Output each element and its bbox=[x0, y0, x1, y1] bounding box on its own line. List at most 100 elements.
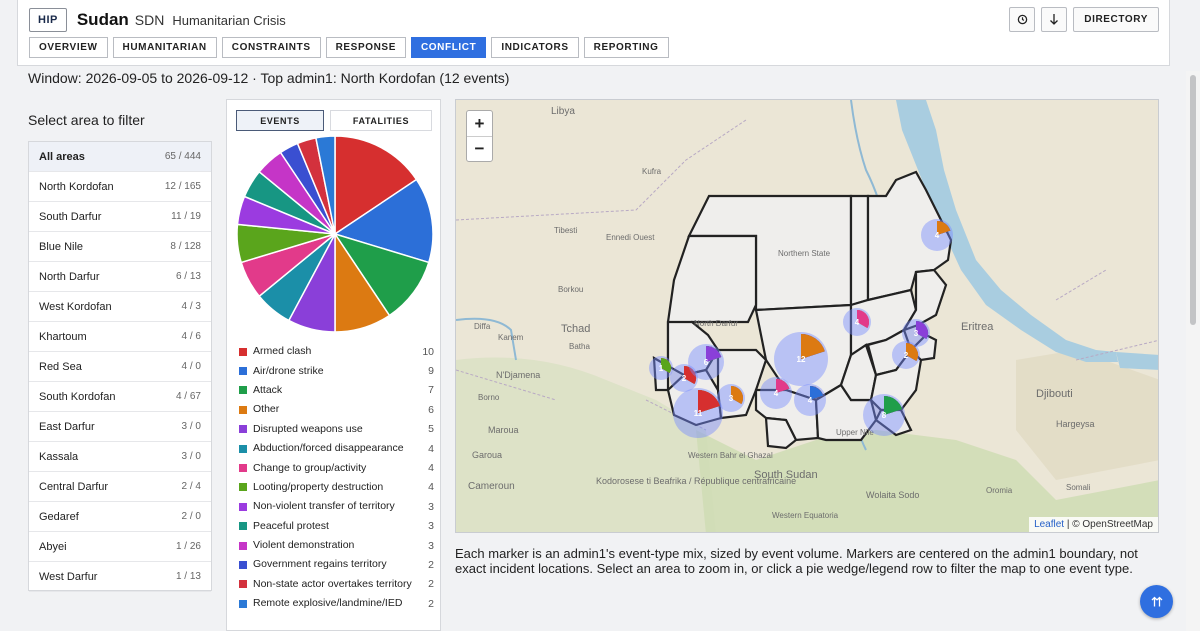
area-name: Kassala bbox=[39, 450, 79, 463]
app-badge[interactable]: HIP bbox=[29, 8, 67, 32]
tab-conflict[interactable]: CONFLICT bbox=[410, 37, 487, 58]
zoom-control: + − bbox=[466, 110, 493, 162]
map-label: Eritrea bbox=[961, 321, 994, 333]
scroll-to-top-button[interactable] bbox=[1140, 585, 1173, 618]
sudan-admin1-boundaries[interactable] bbox=[652, 170, 953, 450]
admin1-marker[interactable]: 6 bbox=[688, 344, 724, 380]
marker-count: 3 bbox=[914, 329, 919, 338]
map[interactable]: Libya Tchad N'Djamena Eritrea Djibouti S… bbox=[455, 99, 1159, 533]
area-item[interactable]: North Kordofan 12 / 165 bbox=[29, 172, 211, 202]
admin1-marker[interactable]: 8 bbox=[863, 394, 905, 436]
area-item[interactable]: Gedaref 2 / 0 bbox=[29, 502, 211, 532]
legend-swatch bbox=[239, 405, 247, 414]
marker-count: 4 bbox=[808, 396, 813, 405]
admin1-marker[interactable]: 2 bbox=[892, 341, 920, 369]
admin1-marker[interactable]: 4 bbox=[843, 308, 871, 336]
tab-response[interactable]: RESPONSE bbox=[325, 37, 406, 58]
admin1-marker[interactable]: 4 bbox=[760, 377, 792, 409]
legend-row[interactable]: Violent demonstration 3 bbox=[239, 536, 434, 555]
legend-row[interactable]: Remote explosive/landmine/IED 2 bbox=[239, 594, 434, 613]
area-item[interactable]: All areas 65 / 444 bbox=[29, 142, 211, 172]
history-button[interactable] bbox=[1009, 7, 1036, 32]
osm-attribution[interactable]: | © OpenStreetMap bbox=[1066, 519, 1153, 530]
pie-slice[interactable] bbox=[333, 232, 430, 317]
chart-tabs: EVENTS FATALITIES bbox=[236, 110, 432, 131]
legend-row[interactable]: Non-state actor overtakes territory 2 bbox=[239, 575, 434, 594]
area-name: South Kordofan bbox=[39, 390, 116, 403]
area-item[interactable]: Red Sea 4 / 0 bbox=[29, 352, 211, 382]
tab-fatalities[interactable]: FATALITIES bbox=[330, 110, 432, 131]
zoom-out-button[interactable]: − bbox=[467, 136, 492, 161]
marker-count: 4 bbox=[855, 318, 860, 327]
map-label: Northern State bbox=[778, 249, 831, 258]
map-label: Djibouti bbox=[1036, 388, 1073, 400]
admin1-marker[interactable]: 3 bbox=[902, 319, 930, 347]
map-label: Kufra bbox=[642, 167, 662, 176]
download-icon bbox=[1050, 13, 1059, 25]
tab-constraints[interactable]: CONSTRAINTS bbox=[221, 37, 321, 58]
legend-row[interactable]: Armed clash 10 bbox=[239, 342, 434, 361]
area-item[interactable]: North Darfur 6 / 13 bbox=[29, 262, 211, 292]
legend-label: Violent demonstration bbox=[253, 539, 355, 552]
tab-events[interactable]: EVENTS bbox=[236, 110, 324, 131]
admin1-marker[interactable]: 12 bbox=[774, 332, 828, 386]
leaflet-link[interactable]: Leaflet bbox=[1034, 519, 1065, 530]
area-item[interactable]: Blue Nile 8 / 128 bbox=[29, 232, 211, 262]
area-item[interactable]: Kassala 3 / 0 bbox=[29, 442, 211, 472]
legend-label: Attack bbox=[253, 383, 283, 396]
event-type-pie-chart[interactable] bbox=[235, 134, 435, 334]
area-item[interactable]: South Darfur 11 / 19 bbox=[29, 202, 211, 232]
legend-row[interactable]: Other 6 bbox=[239, 400, 434, 419]
download-button[interactable] bbox=[1041, 7, 1068, 32]
admin1-marker[interactable]: 4 bbox=[794, 384, 826, 416]
area-item[interactable]: West Kordofan 4 / 3 bbox=[29, 292, 211, 322]
pie-slice[interactable] bbox=[334, 135, 418, 236]
pie-slice[interactable] bbox=[333, 178, 434, 264]
zoom-in-button[interactable]: + bbox=[474, 113, 485, 133]
admin1-marker[interactable]: 11 bbox=[673, 388, 723, 438]
map-label: South Sudan bbox=[754, 469, 818, 481]
area-count: 4 / 6 bbox=[181, 331, 201, 342]
marker-count: 8 bbox=[882, 411, 887, 420]
area-name: Gedaref bbox=[39, 510, 79, 523]
legend-row[interactable]: Disrupted weapons use 5 bbox=[239, 420, 434, 439]
legend-row[interactable]: Change to group/activity 4 bbox=[239, 458, 434, 477]
map-canvas[interactable]: Libya Tchad N'Djamena Eritrea Djibouti S… bbox=[456, 100, 1159, 533]
legend-row[interactable]: Attack 7 bbox=[239, 381, 434, 400]
scrollbar-thumb[interactable] bbox=[1190, 75, 1196, 325]
area-filter-list: All areas 65 / 444 North Kordofan 12 / 165 S… bbox=[28, 141, 212, 592]
directory-button[interactable]: DIRECTORY bbox=[1073, 7, 1159, 32]
area-item[interactable]: East Darfur 3 / 0 bbox=[29, 412, 211, 442]
area-count: 3 / 0 bbox=[181, 421, 201, 432]
admin1-marker[interactable]: 4 bbox=[921, 219, 953, 251]
page-scrollbar[interactable] bbox=[1186, 71, 1200, 631]
legend-row[interactable]: Looting/property destruction 4 bbox=[239, 478, 434, 497]
tab-reporting[interactable]: REPORTING bbox=[583, 37, 669, 58]
area-item[interactable]: Abyei 1 / 26 bbox=[29, 532, 211, 562]
admin1-marker[interactable]: 3 bbox=[717, 384, 745, 412]
admin1-marker[interactable]: 1 bbox=[649, 356, 673, 380]
pie-slice[interactable] bbox=[314, 135, 336, 235]
area-item[interactable]: Khartoum 4 / 6 bbox=[29, 322, 211, 352]
marker-count: 11 bbox=[694, 409, 703, 418]
tab-overview[interactable]: OVERVIEW bbox=[29, 37, 108, 58]
legend-row[interactable]: Abduction/forced disappearance 4 bbox=[239, 439, 434, 458]
admin1-marker[interactable]: 2 bbox=[670, 364, 698, 392]
legend-row[interactable]: Government regains territory 2 bbox=[239, 555, 434, 574]
legend-row[interactable]: Air/drone strike 9 bbox=[239, 361, 434, 380]
tab-indicators[interactable]: INDICATORS bbox=[491, 37, 579, 58]
legend-row[interactable]: Peaceful protest 3 bbox=[239, 517, 434, 536]
area-name: Red Sea bbox=[39, 360, 82, 373]
marker-count: 3 bbox=[729, 394, 734, 403]
tab-humanitarian[interactable]: HUMANITARIAN bbox=[112, 37, 217, 58]
map-label: Garoua bbox=[472, 450, 502, 460]
area-item[interactable]: West Darfur 1 / 13 bbox=[29, 562, 211, 592]
legend-label: Non-violent transfer of territory bbox=[253, 500, 395, 513]
area-item[interactable]: South Kordofan 4 / 67 bbox=[29, 382, 211, 412]
legend-value: 2 bbox=[428, 597, 434, 610]
legend-value: 5 bbox=[428, 423, 434, 436]
legend-row[interactable]: Non-violent transfer of territory 3 bbox=[239, 497, 434, 516]
country-name: Sudan bbox=[76, 10, 129, 29]
area-item[interactable]: Central Darfur 2 / 4 bbox=[29, 472, 211, 502]
